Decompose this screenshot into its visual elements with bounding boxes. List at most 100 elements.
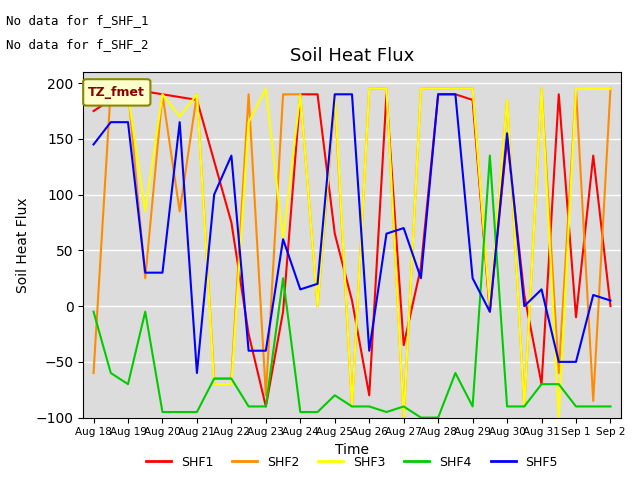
SHF2 xyxy=(314,303,321,309)
SHF3 xyxy=(365,86,373,92)
SHF2 xyxy=(520,404,528,409)
SHF4 xyxy=(124,381,132,387)
SHF3 xyxy=(400,415,408,420)
SHF2 xyxy=(90,370,97,376)
SHF2 xyxy=(365,86,373,92)
SHF4 xyxy=(486,153,493,158)
SHF1 xyxy=(124,86,132,92)
SHF5 xyxy=(193,370,201,376)
SHF1 xyxy=(383,91,390,97)
SHF2 xyxy=(244,91,252,97)
SHF5 xyxy=(589,292,597,298)
SHF3 xyxy=(159,91,166,97)
SHF5 xyxy=(296,287,304,292)
Text: TZ_fmet: TZ_fmet xyxy=(88,86,145,99)
SHF3 xyxy=(262,86,269,92)
SHF4 xyxy=(279,276,287,281)
SHF4 xyxy=(262,404,269,409)
SHF4 xyxy=(417,415,425,420)
SHF5 xyxy=(124,120,132,125)
SHF5 xyxy=(176,120,184,125)
SHF1 xyxy=(589,153,597,158)
Line: SHF5: SHF5 xyxy=(93,94,611,373)
Line: SHF1: SHF1 xyxy=(93,89,611,407)
SHF1 xyxy=(400,342,408,348)
SHF1 xyxy=(538,381,545,387)
SHF2 xyxy=(107,86,115,92)
SHF2 xyxy=(348,404,356,409)
SHF3 xyxy=(296,91,304,97)
SHF5 xyxy=(435,91,442,97)
SHF5 xyxy=(400,225,408,231)
SHF3 xyxy=(417,86,425,92)
SHF4 xyxy=(348,404,356,409)
SHF1 xyxy=(555,91,563,97)
SHF5 xyxy=(279,236,287,242)
SHF1 xyxy=(159,91,166,97)
SHF4 xyxy=(503,404,511,409)
SHF3 xyxy=(331,91,339,97)
SHF4 xyxy=(365,404,373,409)
SHF5 xyxy=(417,276,425,281)
SHF1 xyxy=(348,298,356,303)
SHF5 xyxy=(520,303,528,309)
SHF1 xyxy=(607,303,614,309)
SHF1 xyxy=(365,393,373,398)
SHF4 xyxy=(331,393,339,398)
SHF5 xyxy=(90,142,97,147)
SHF2 xyxy=(468,86,476,92)
Y-axis label: Soil Heat Flux: Soil Heat Flux xyxy=(16,197,30,293)
SHF1 xyxy=(452,91,460,97)
SHF3 xyxy=(468,86,476,92)
SHF2 xyxy=(279,91,287,97)
SHF4 xyxy=(90,309,97,314)
SHF2 xyxy=(193,91,201,97)
SHF2 xyxy=(555,370,563,376)
SHF2 xyxy=(503,97,511,103)
SHF2 xyxy=(228,376,236,382)
SHF2 xyxy=(486,309,493,314)
SHF2 xyxy=(176,208,184,214)
SHF4 xyxy=(400,404,408,409)
SHF4 xyxy=(296,409,304,415)
SHF1 xyxy=(228,220,236,226)
SHF1 xyxy=(314,91,321,97)
SHF1 xyxy=(211,158,218,164)
SHF3 xyxy=(555,415,563,420)
SHF5 xyxy=(159,270,166,276)
SHF5 xyxy=(607,298,614,303)
SHF2 xyxy=(124,86,132,92)
SHF1 xyxy=(331,231,339,237)
SHF3 xyxy=(314,303,321,309)
SHF5 xyxy=(141,270,149,276)
SHF5 xyxy=(572,359,580,365)
SHF5 xyxy=(228,153,236,158)
SHF3 xyxy=(176,114,184,120)
SHF2 xyxy=(262,393,269,398)
SHF4 xyxy=(383,409,390,415)
SHF3 xyxy=(244,120,252,125)
SHF4 xyxy=(589,404,597,409)
SHF3 xyxy=(279,236,287,242)
SHF3 xyxy=(193,91,201,97)
SHF5 xyxy=(107,120,115,125)
SHF4 xyxy=(555,381,563,387)
SHF1 xyxy=(279,309,287,314)
SHF3 xyxy=(124,91,132,97)
SHF2 xyxy=(589,398,597,404)
SHF4 xyxy=(452,370,460,376)
SHF2 xyxy=(538,86,545,92)
SHF5 xyxy=(538,287,545,292)
SHF3 xyxy=(383,86,390,92)
Title: Soil Heat Flux: Soil Heat Flux xyxy=(290,47,414,65)
SHF5 xyxy=(468,276,476,281)
SHF2 xyxy=(452,86,460,92)
SHF3 xyxy=(348,404,356,409)
SHF3 xyxy=(90,91,97,97)
SHF5 xyxy=(383,231,390,237)
SHF1 xyxy=(572,314,580,320)
SHF3 xyxy=(572,86,580,92)
SHF1 xyxy=(520,292,528,298)
SHF4 xyxy=(538,381,545,387)
SHF4 xyxy=(572,404,580,409)
